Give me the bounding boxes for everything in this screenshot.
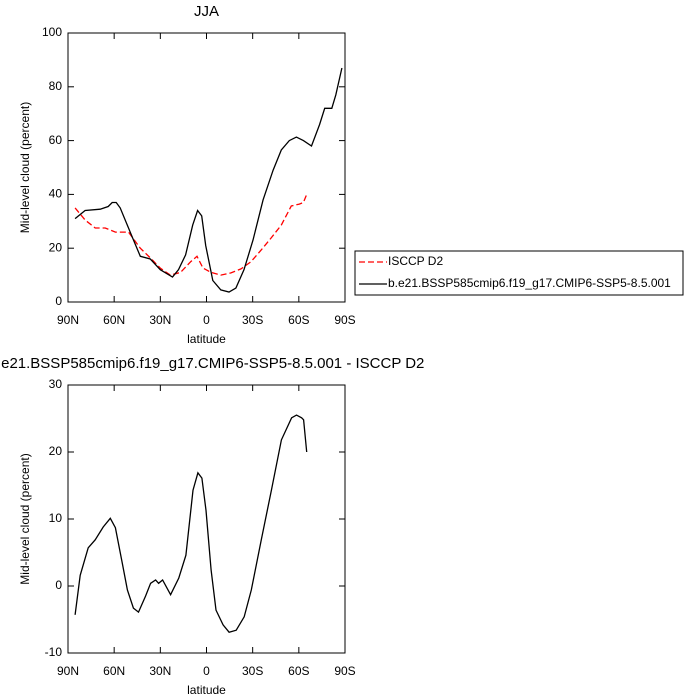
x-tick-label: 60S (288, 313, 309, 327)
x-tick-label: 30S (242, 664, 263, 678)
chart-title: b.e21.BSSP585cmip6.f19_g17.CMIP6-SSP5-8.… (0, 355, 424, 372)
y-tick-label: 10 (49, 511, 63, 525)
y-tick-label: 80 (49, 79, 63, 93)
y-tick-label: -10 (45, 645, 63, 659)
x-tick-label: 30N (149, 664, 171, 678)
y-axis-label: Mid-level cloud (percent) (18, 453, 32, 584)
data-line (74, 194, 308, 276)
y-tick-label: 0 (55, 294, 62, 308)
x-axis-label: latitude (187, 332, 226, 346)
y-axis-label: Mid-level cloud (percent) (18, 102, 32, 233)
x-tick-label: 90S (334, 313, 355, 327)
x-tick-label: 90N (57, 313, 79, 327)
plot-frame (67, 32, 346, 303)
x-tick-label: 30N (149, 313, 171, 327)
x-axis-label: latitude (187, 683, 226, 697)
legend-label: b.e21.BSSP585cmip6.f19_g17.CMIP6-SSP5-8.… (388, 276, 671, 290)
data-line (74, 67, 343, 293)
y-tick-label: 30 (49, 377, 63, 391)
y-tick-label: 40 (49, 187, 63, 201)
x-tick-label: 0 (203, 313, 210, 327)
y-tick-label: 0 (55, 578, 62, 592)
y-tick-label: 20 (49, 240, 63, 254)
y-tick-label: 20 (49, 444, 63, 458)
x-tick-label: 90N (57, 664, 79, 678)
legend-label: ISCCP D2 (388, 254, 443, 268)
x-tick-label: 0 (203, 664, 210, 678)
data-line (74, 414, 308, 633)
y-tick-label: 60 (49, 133, 63, 147)
x-tick-label: 30S (242, 313, 263, 327)
y-tick-label: 100 (42, 25, 62, 39)
legend-box (354, 250, 684, 296)
chart-title: JJA (194, 3, 219, 20)
x-tick-label: 60N (103, 664, 125, 678)
x-tick-label: 60S (288, 664, 309, 678)
x-tick-label: 60N (103, 313, 125, 327)
x-tick-label: 90S (334, 664, 355, 678)
